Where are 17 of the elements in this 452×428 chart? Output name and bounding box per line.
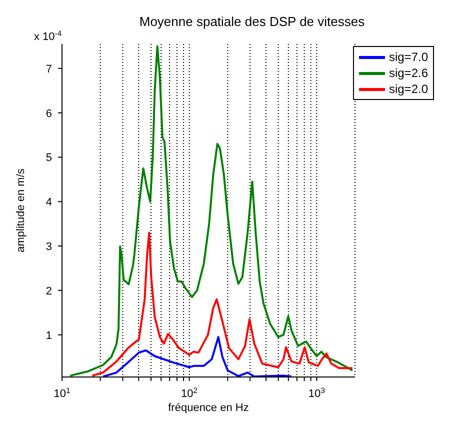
- y-tick-label: 7: [46, 63, 52, 76]
- x-axis-title: fréquence en Hz: [168, 402, 249, 414]
- legend-label: sig=2.6: [388, 65, 428, 81]
- y-tick-label: 3: [46, 241, 52, 254]
- chart-title: Moyenne spatiale des DSP de vitesses: [139, 14, 366, 29]
- x-tick-label: 10$^{3}$: [308, 386, 325, 400]
- x-tick-label: 10$^{1}$: [54, 386, 70, 400]
- legend-label: sig=2.0: [388, 81, 428, 97]
- y-tick-label: 4: [46, 196, 52, 209]
- x-tick-label: 10$^{2}$: [181, 386, 198, 400]
- y-tick-label: 6: [46, 108, 52, 120]
- y-tick-label: 2: [46, 285, 52, 298]
- y-tick-label: 1: [46, 330, 52, 342]
- y-tick-label: 5: [46, 152, 52, 164]
- text: x 10$^{-4}$: [34, 28, 62, 43]
- y-axis-title: amplitude en m/s: [14, 168, 27, 252]
- legend-label: sig=7.0: [388, 49, 428, 65]
